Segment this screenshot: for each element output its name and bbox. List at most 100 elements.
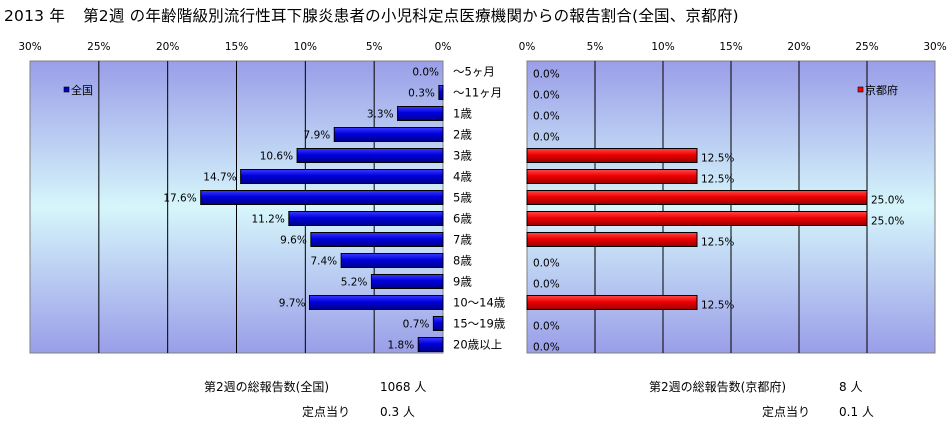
kyoto-total-value: 8 人 — [839, 380, 863, 394]
kyoto-legend-marker — [857, 86, 864, 93]
age-category-label: ～5ヶ月 — [453, 65, 495, 79]
kyoto-chart: 0% 5% 10% 15% 20% 25% 30% 0.0% 0.0% 0.0% 0.0% 12.5%… — [519, 41, 947, 354]
age-category-label: 6歳 — [453, 212, 472, 226]
kyoto-tick-label: 25% — [855, 41, 878, 53]
age-category-label: 9歳 — [453, 275, 472, 289]
national-total-label: 第2週の総報告数(全国) — [204, 380, 329, 394]
national-tick-label: 15% — [225, 41, 248, 53]
national-bar — [310, 232, 444, 247]
national-value-label: 10.6% — [260, 151, 293, 163]
kyoto-value-label: 0.0% — [533, 279, 560, 291]
age-category-label: 5歳 — [453, 191, 472, 205]
age-category-label: 2歳 — [453, 128, 472, 142]
kyoto-tick-label: 10% — [651, 41, 674, 53]
national-bar — [240, 169, 444, 184]
kyoto-value-label: 0.0% — [533, 321, 560, 333]
age-category-label: 8歳 — [453, 254, 472, 268]
age-category-label: 1歳 — [453, 107, 472, 121]
kyoto-value-label: 0.0% — [533, 342, 560, 354]
age-category-label: 3歳 — [453, 149, 472, 163]
national-value-label: 7.4% — [310, 256, 337, 268]
kyoto-value-label: 25.0% — [871, 195, 904, 207]
kyoto-legend: 京都府 — [857, 83, 898, 97]
kyoto-value-label: 0.0% — [533, 69, 560, 81]
national-bar — [333, 127, 444, 142]
kyoto-value-label: 12.5% — [701, 153, 734, 165]
national-value-label: 17.6% — [163, 193, 196, 205]
kyoto-value-label: 12.5% — [701, 174, 734, 186]
kyoto-tick-label: 30% — [923, 41, 946, 53]
kyoto-value-label: 12.5% — [701, 300, 734, 312]
kyoto-total-label: 第2週の総報告数(京都府) — [649, 380, 786, 394]
national-bar — [340, 253, 444, 268]
national-value-label: 7.9% — [304, 130, 331, 142]
national-legend-marker — [63, 86, 70, 93]
national-tick-label: 20% — [156, 41, 179, 53]
kyoto-value-label: 25.0% — [871, 216, 904, 228]
kyoto-bar — [526, 295, 698, 310]
national-per-site-value: 0.3 人 — [380, 405, 415, 419]
national-value-label: 11.2% — [251, 214, 284, 226]
age-category-label: 10～14歳 — [453, 296, 506, 310]
national-value-label: 5.2% — [341, 277, 368, 289]
national-bar — [288, 211, 444, 226]
national-bar — [308, 295, 444, 310]
kyoto-per-site-label: 定点当り — [762, 405, 811, 419]
national-bar — [200, 190, 444, 205]
kyoto-total-row: 第2週の総報告数(京都府) 8 人 — [649, 378, 862, 395]
national-legend: 全国 — [63, 83, 93, 97]
age-category-label: 20歳以上 — [453, 338, 502, 352]
kyoto-legend-label: 京都府 — [865, 83, 898, 97]
chart-title: 2013 年第2週 の年齢階級別流行性耳下腺炎患者の小児科定点医療機関からの報告… — [4, 4, 739, 26]
kyoto-value-label: 0.0% — [533, 258, 560, 270]
national-bar — [397, 106, 444, 121]
national-per-site-row: 定点当り 0.3 人 — [302, 403, 415, 420]
age-category-label: 15～19歳 — [453, 317, 506, 331]
kyoto-tick-label: 20% — [787, 41, 810, 53]
national-bar — [370, 274, 444, 289]
kyoto-value-label: 0.0% — [533, 132, 560, 144]
age-category-labels: ～5ヶ月 ～11ヶ月 1歳 2歳 3歳 4歳 5歳 6歳 7歳 8歳 9歳 10～14歳 15～19歳 2… — [453, 65, 506, 352]
national-chart: 30% 25% 20% 15% 10% 5% 0% 0.0% 0.3% 3.3% 7.9% 10.6%… — [18, 41, 452, 354]
national-value-label: 0.0% — [412, 67, 439, 79]
kyoto-value-label: 0.0% — [533, 90, 560, 102]
age-category-label: 7歳 — [453, 233, 472, 247]
national-tick-label: 30% — [18, 41, 41, 53]
kyoto-tick-label: 5% — [587, 41, 604, 53]
kyoto-bar — [526, 169, 698, 184]
national-total-row: 第2週の総報告数(全国) 1068 人 — [204, 378, 426, 395]
kyoto-bar — [526, 148, 698, 163]
kyoto-bar — [526, 190, 868, 205]
national-bar — [438, 85, 444, 100]
national-value-label: 9.7% — [279, 298, 306, 310]
national-bar — [417, 337, 444, 352]
national-tick-label: 10% — [294, 41, 317, 53]
national-value-label: 0.7% — [403, 319, 430, 331]
chart-title-year: 2013 年 — [4, 7, 66, 25]
kyoto-value-label: 0.0% — [533, 111, 560, 123]
national-value-label: 14.7% — [203, 172, 236, 184]
national-tick-label: 0% — [435, 41, 452, 53]
kyoto-bar — [526, 232, 698, 247]
kyoto-per-site-row: 定点当り 0.1 人 — [762, 403, 874, 420]
kyoto-tick-label: 0% — [519, 41, 536, 53]
national-value-label: 9.6% — [280, 235, 307, 247]
national-value-label: 0.3% — [408, 88, 435, 100]
national-value-label: 1.8% — [388, 340, 415, 352]
kyoto-tick-label: 15% — [719, 41, 742, 53]
national-tick-label: 25% — [87, 41, 110, 53]
national-tick-label: 5% — [366, 41, 383, 53]
national-value-label: 3.3% — [367, 109, 394, 121]
kyoto-per-site-value: 0.1 人 — [839, 405, 874, 419]
national-bar — [296, 148, 444, 163]
national-total-value: 1068 人 — [380, 380, 427, 394]
national-per-site-label: 定点当り — [302, 405, 351, 419]
kyoto-bar — [526, 211, 868, 226]
chart-title-text: 第2週 の年齢階級別流行性耳下腺炎患者の小児科定点医療機関からの報告割合(全国、… — [83, 7, 739, 25]
kyoto-value-label: 12.5% — [701, 237, 734, 249]
national-legend-label: 全国 — [71, 83, 93, 97]
national-bar — [432, 316, 444, 331]
age-category-label: ～11ヶ月 — [453, 86, 502, 100]
age-category-label: 4歳 — [453, 170, 472, 184]
